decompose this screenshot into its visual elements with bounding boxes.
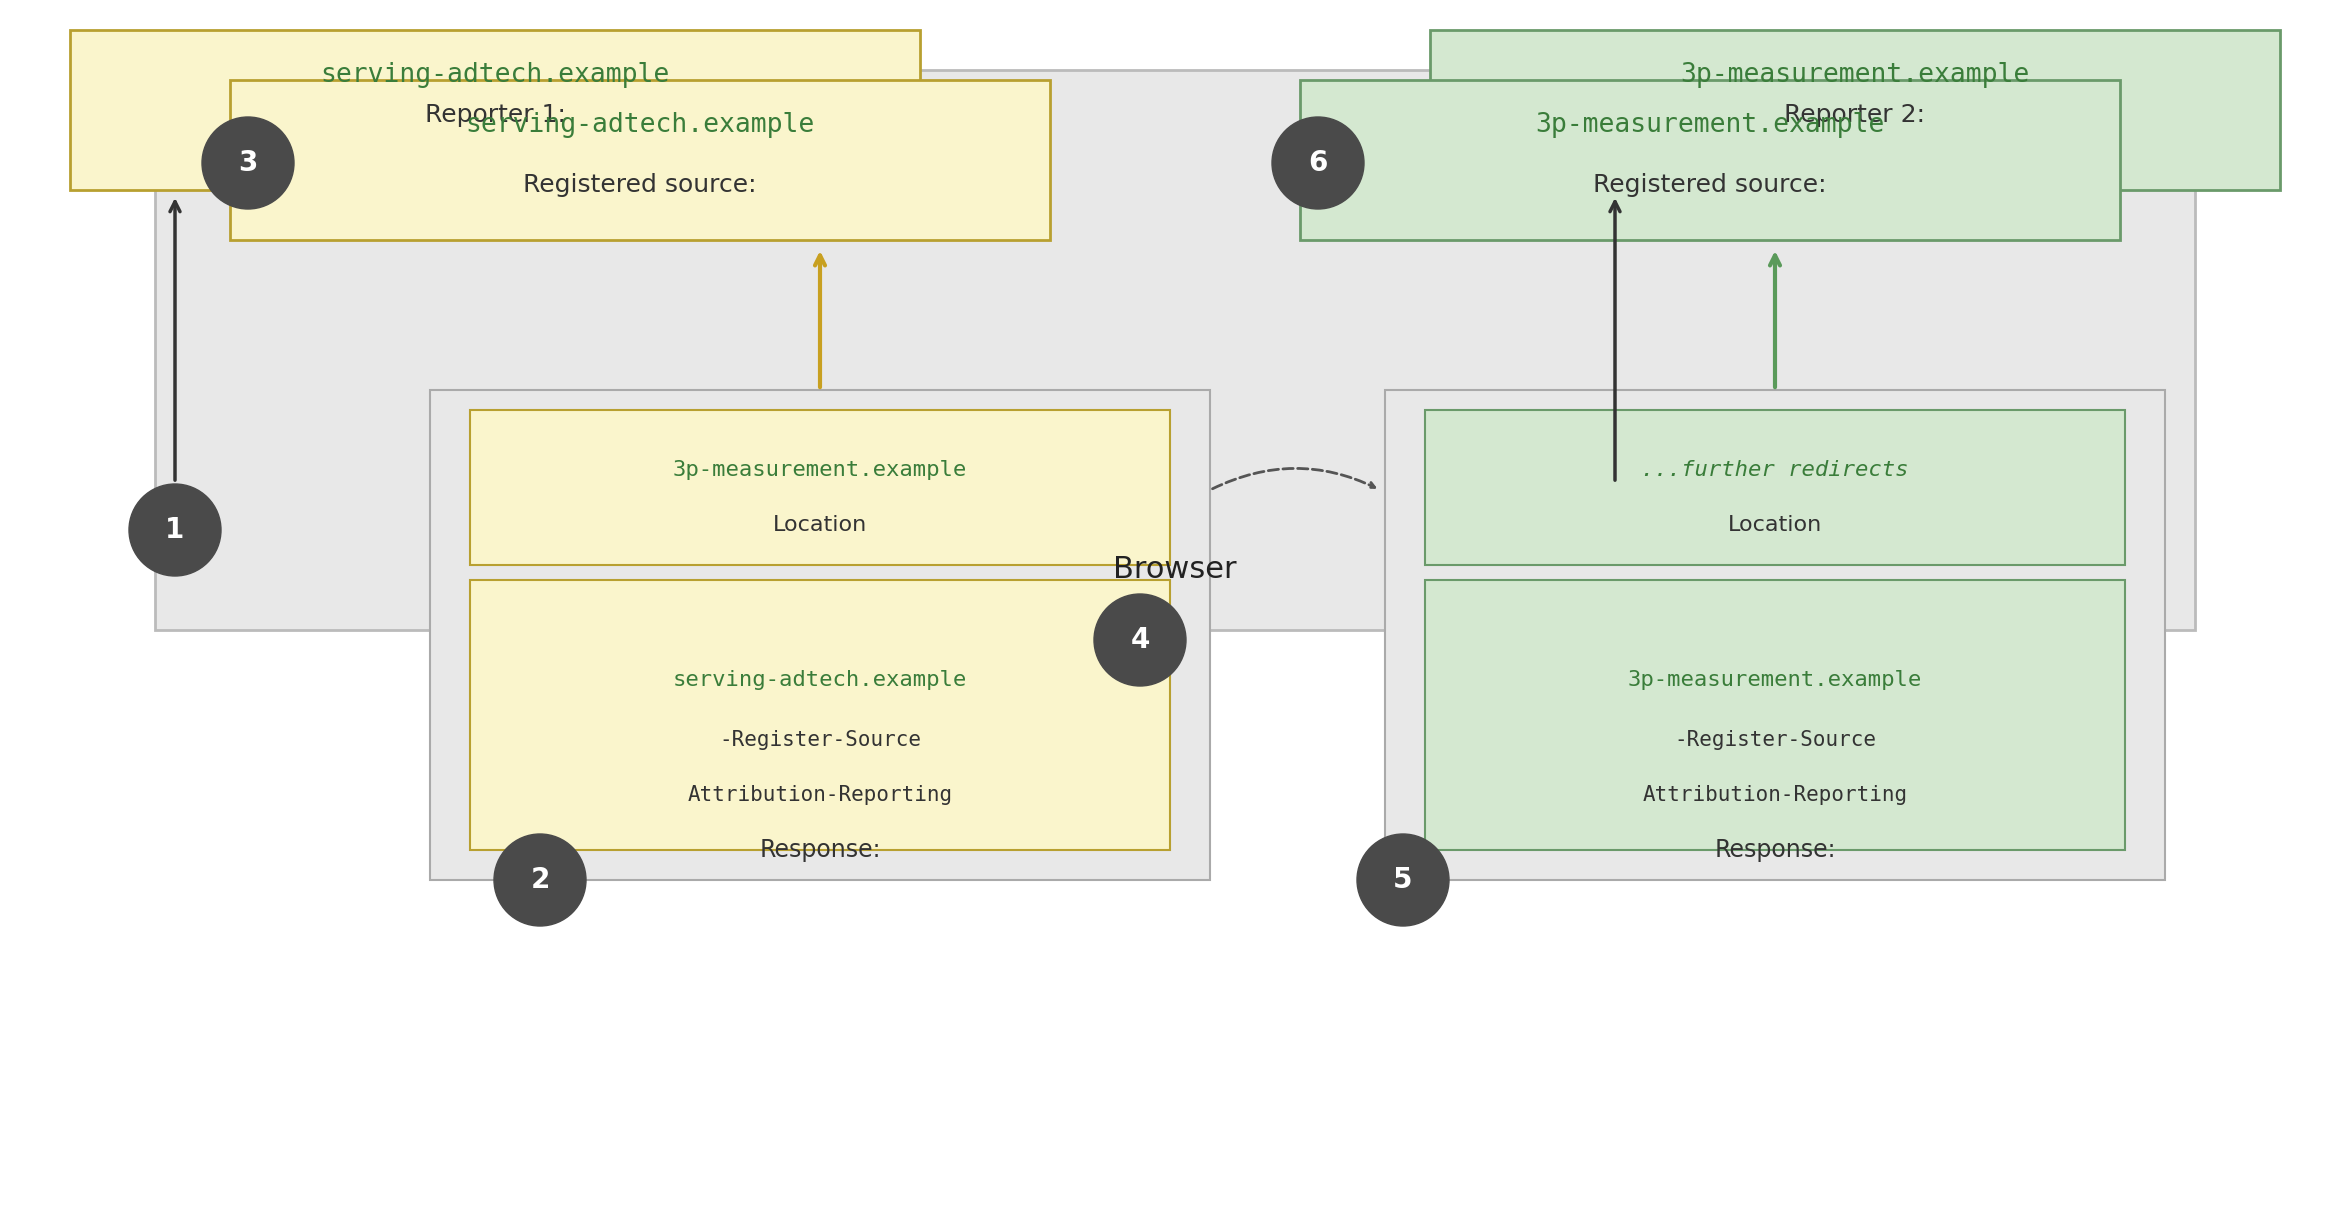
Text: ...further redirects: ...further redirects [1642, 460, 1910, 479]
Bar [470, 580, 1169, 850]
Text: 6: 6 [1308, 149, 1327, 177]
Bar [71, 30, 920, 190]
Text: 3p-measurement.example: 3p-measurement.example [673, 460, 967, 479]
Bar [230, 81, 1049, 240]
Text: Reporter 1:: Reporter 1: [426, 102, 564, 127]
Text: Response:: Response: [1715, 838, 1837, 863]
Text: -Register-Source: -Register-Source [720, 730, 922, 750]
Text: Registered source:: Registered source: [1592, 173, 1828, 196]
Circle shape [129, 484, 221, 576]
Bar [1301, 81, 2119, 240]
Bar [1425, 410, 2124, 565]
Text: Registered source:: Registered source: [522, 173, 757, 196]
Text: Reporter 2:: Reporter 2: [1785, 102, 1926, 127]
Text: 3: 3 [238, 149, 259, 177]
Text: 1: 1 [165, 516, 183, 544]
Text: serving-adtech.example: serving-adtech.example [466, 112, 814, 138]
Circle shape [494, 834, 586, 926]
Text: 4: 4 [1131, 626, 1150, 654]
Text: Attribution-Reporting: Attribution-Reporting [1642, 784, 1907, 805]
Circle shape [1094, 594, 1185, 686]
Bar [1425, 580, 2124, 850]
Text: Attribution-Reporting: Attribution-Reporting [687, 784, 953, 805]
Text: -Register-Source: -Register-Source [1675, 730, 1877, 750]
Text: serving-adtech.example: serving-adtech.example [673, 670, 967, 691]
Text: 3p-measurement.example: 3p-measurement.example [1628, 670, 1922, 691]
Bar [470, 410, 1169, 565]
Bar [155, 70, 2194, 630]
Text: 3p-measurement.example: 3p-measurement.example [1679, 62, 2030, 88]
Text: 3p-measurement.example: 3p-measurement.example [1536, 112, 1884, 138]
Text: 5: 5 [1392, 866, 1414, 894]
Circle shape [1357, 834, 1449, 926]
Text: 2: 2 [529, 866, 550, 894]
Text: Browser: Browser [1112, 555, 1237, 584]
Text: Location: Location [774, 515, 868, 536]
Text: Location: Location [1729, 515, 1823, 536]
Text: Response:: Response: [760, 838, 880, 863]
Circle shape [202, 117, 294, 209]
Circle shape [1272, 117, 1364, 209]
Text: serving-adtech.example: serving-adtech.example [320, 62, 670, 88]
Bar [1430, 30, 2279, 190]
Bar [1385, 390, 2164, 880]
Bar [430, 390, 1209, 880]
